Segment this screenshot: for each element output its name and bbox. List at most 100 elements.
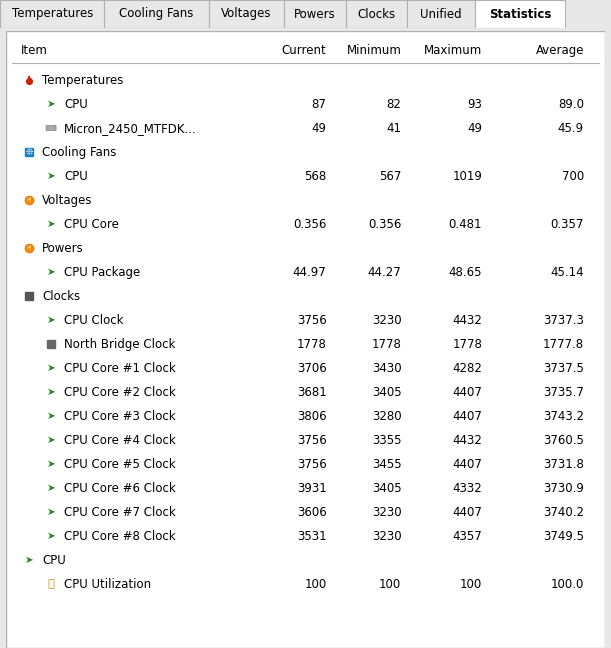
- Text: 568: 568: [304, 170, 326, 183]
- Text: 44.27: 44.27: [368, 266, 401, 279]
- Text: 3230: 3230: [371, 529, 401, 542]
- Text: 49: 49: [312, 122, 326, 135]
- Text: 3806: 3806: [297, 410, 326, 422]
- Text: ➤: ➤: [46, 219, 56, 229]
- Text: 45.9: 45.9: [558, 122, 584, 135]
- Text: North Bridge Clock: North Bridge Clock: [64, 338, 175, 351]
- Text: 4432: 4432: [452, 434, 482, 446]
- Text: 3756: 3756: [297, 434, 326, 446]
- Text: Cooling Fans: Cooling Fans: [42, 146, 116, 159]
- Text: Maximum: Maximum: [424, 44, 482, 57]
- Text: CPU Core #7 Clock: CPU Core #7 Clock: [64, 505, 175, 518]
- Text: ➤: ➤: [46, 459, 56, 469]
- Text: ➤: ➤: [46, 267, 56, 277]
- Text: 3405: 3405: [371, 481, 401, 494]
- Bar: [407, 0, 475, 28]
- Text: 100.0: 100.0: [551, 577, 584, 590]
- Bar: [284, 0, 346, 28]
- Text: 44.97: 44.97: [293, 266, 326, 279]
- Text: 3355: 3355: [372, 434, 401, 446]
- Text: 3737.5: 3737.5: [543, 362, 584, 375]
- Text: Clocks: Clocks: [357, 8, 395, 21]
- Text: Current: Current: [282, 44, 326, 57]
- Text: ➤: ➤: [24, 555, 34, 565]
- Text: 1777.8: 1777.8: [543, 338, 584, 351]
- Text: 1019: 1019: [452, 170, 482, 183]
- Text: 87: 87: [312, 98, 326, 111]
- Text: Voltages: Voltages: [221, 8, 272, 21]
- Text: 3405: 3405: [371, 386, 401, 399]
- Text: 3681: 3681: [297, 386, 326, 399]
- Text: CPU Clock: CPU Clock: [64, 314, 123, 327]
- Text: CPU: CPU: [64, 170, 87, 183]
- Text: 3737.3: 3737.3: [543, 314, 584, 327]
- Text: CPU Core #5 Clock: CPU Core #5 Clock: [64, 457, 175, 470]
- Bar: [0, 0, 104, 28]
- Text: ➤: ➤: [46, 363, 56, 373]
- Text: 567: 567: [379, 170, 401, 183]
- Text: CPU Utilization: CPU Utilization: [64, 577, 151, 590]
- Text: 3230: 3230: [371, 314, 401, 327]
- Text: 3931: 3931: [297, 481, 326, 494]
- Text: 49: 49: [467, 122, 482, 135]
- Text: CPU Core #6 Clock: CPU Core #6 Clock: [64, 481, 175, 494]
- Text: 48.65: 48.65: [448, 266, 482, 279]
- Text: 3756: 3756: [297, 314, 326, 327]
- Text: 89.0: 89.0: [558, 98, 584, 111]
- Text: ⌛: ⌛: [48, 579, 54, 589]
- Text: 3706: 3706: [297, 362, 326, 375]
- Text: 3749.5: 3749.5: [543, 529, 584, 542]
- Text: Average: Average: [535, 44, 584, 57]
- Text: Temperatures: Temperatures: [42, 73, 123, 87]
- Text: 4407: 4407: [452, 410, 482, 422]
- Text: 3735.7: 3735.7: [543, 386, 584, 399]
- Text: ➤: ➤: [46, 387, 56, 397]
- Text: ➤: ➤: [46, 435, 56, 445]
- Text: CPU Package: CPU Package: [64, 266, 140, 279]
- Text: ➤: ➤: [46, 411, 56, 421]
- Text: ➤: ➤: [46, 171, 56, 181]
- Text: Powers: Powers: [294, 8, 336, 21]
- Text: Clocks: Clocks: [42, 290, 80, 303]
- Text: CPU Core #8 Clock: CPU Core #8 Clock: [64, 529, 175, 542]
- Text: 4407: 4407: [452, 386, 482, 399]
- Bar: [346, 0, 407, 28]
- Text: 100: 100: [379, 577, 401, 590]
- Text: 0.357: 0.357: [551, 218, 584, 231]
- Text: 3430: 3430: [371, 362, 401, 375]
- Text: Temperatures: Temperatures: [12, 8, 93, 21]
- Text: ⚡: ⚡: [27, 197, 31, 203]
- Text: 0.356: 0.356: [293, 218, 326, 231]
- Text: Powers: Powers: [42, 242, 84, 255]
- Text: 3531: 3531: [297, 529, 326, 542]
- Text: 3743.2: 3743.2: [543, 410, 584, 422]
- Text: 3606: 3606: [297, 505, 326, 518]
- Text: 1778: 1778: [371, 338, 401, 351]
- Text: CPU Core #4 Clock: CPU Core #4 Clock: [64, 434, 175, 446]
- FancyBboxPatch shape: [46, 126, 56, 130]
- Bar: [209, 0, 284, 28]
- Text: ➤: ➤: [46, 507, 56, 517]
- Bar: [475, 0, 565, 28]
- Text: 1778: 1778: [296, 338, 326, 351]
- Text: Minimum: Minimum: [346, 44, 401, 57]
- Text: ➤: ➤: [46, 483, 56, 493]
- Text: 3731.8: 3731.8: [543, 457, 584, 470]
- Text: 45.14: 45.14: [551, 266, 584, 279]
- Text: 3730.9: 3730.9: [543, 481, 584, 494]
- Text: 3230: 3230: [371, 505, 401, 518]
- Text: CPU Core #3 Clock: CPU Core #3 Clock: [64, 410, 175, 422]
- Text: 3760.5: 3760.5: [543, 434, 584, 446]
- Text: 100: 100: [304, 577, 326, 590]
- Text: Cooling Fans: Cooling Fans: [119, 8, 194, 21]
- Text: 3280: 3280: [371, 410, 401, 422]
- Text: ➤: ➤: [46, 315, 56, 325]
- Text: 4282: 4282: [452, 362, 482, 375]
- Text: Unified: Unified: [420, 8, 462, 21]
- Text: 3756: 3756: [297, 457, 326, 470]
- Text: 700: 700: [562, 170, 584, 183]
- Bar: [104, 0, 209, 28]
- Text: 0.481: 0.481: [448, 218, 482, 231]
- Text: CPU Core #2 Clock: CPU Core #2 Clock: [64, 386, 175, 399]
- Text: 4407: 4407: [452, 505, 482, 518]
